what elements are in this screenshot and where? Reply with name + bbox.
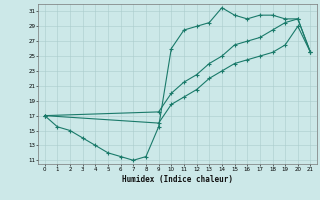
X-axis label: Humidex (Indice chaleur): Humidex (Indice chaleur) <box>122 175 233 184</box>
